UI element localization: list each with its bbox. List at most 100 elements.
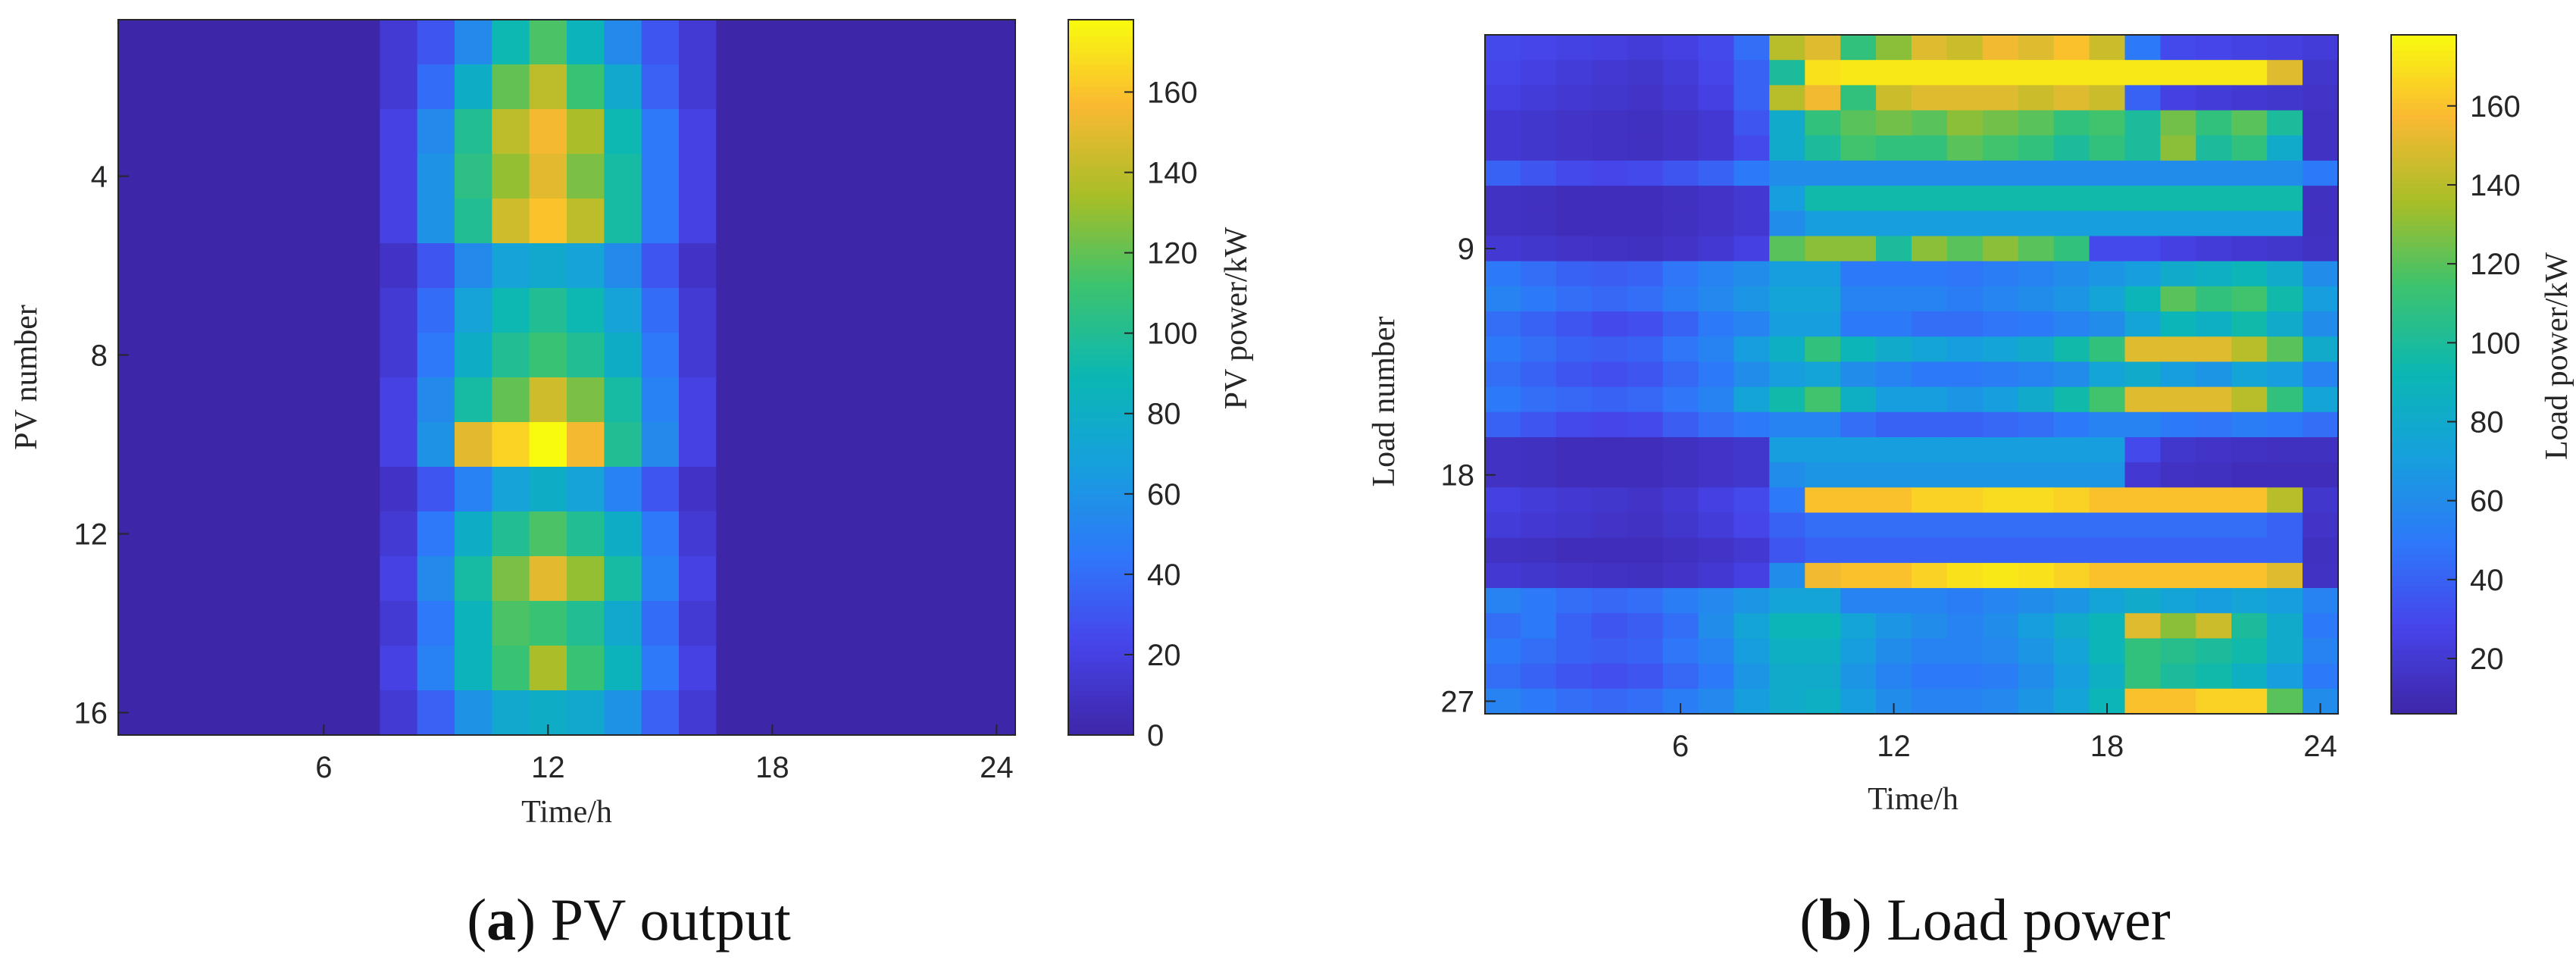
load-colorbar-band [2391,687,2456,693]
pv-cell-r5-h17 [716,199,755,244]
pv-cell-r7-h11 [492,288,530,333]
load-cell-r24-h6 [1662,613,1699,640]
pv-colorbar-tick-label: 80 [1147,398,1181,431]
load-colorbar-band [2391,327,2456,333]
load-cell-r22-h22 [2231,562,2268,589]
pv-cell-r9-h6 [305,377,343,423]
load-cell-r12-h1 [1485,311,1521,337]
load-cell-r5-h13 [1912,135,1948,161]
pv-colorbar-band [1068,288,1133,294]
load-cell-r1-h10 [1805,35,1841,61]
pv-cell-r3-h2 [155,109,194,155]
load-colorbar-band [2391,221,2456,227]
load-cell-r17-h24 [2302,436,2339,463]
load-cell-r18-h12 [1876,462,1912,488]
pv-cell-r9-h7 [342,377,380,423]
load-cell-r25-h24 [2302,638,2339,665]
pv-cell-r6-h6 [305,243,343,289]
load-cell-r1-h23 [2267,35,2303,61]
load-cell-r8-h6 [1662,211,1699,237]
load-cell-r4-h10 [1805,110,1841,136]
load-cell-r11-h22 [2231,286,2268,312]
pv-colorbar-band [1068,533,1133,540]
load-colorbar-band [2391,491,2456,497]
pv-cell-r7-h13 [567,288,605,333]
pv-cell-r14-h22 [903,601,941,646]
load-cell-r5-h19 [2124,135,2162,161]
load-cell-r7-h15 [1982,186,2019,211]
load-cell-r6-h10 [1805,160,1841,186]
load-cell-r4-h9 [1769,110,1805,136]
load-cell-r27-h22 [2231,688,2268,715]
load-cell-r22-h3 [1555,562,1593,589]
load-cell-r1-h12 [1876,35,1912,61]
load-cell-r8-h18 [2089,211,2126,237]
pv-colorbar-band [1068,20,1133,26]
pv-cell-r11-h11 [492,467,530,512]
load-cell-r18-h22 [2231,462,2268,488]
load-colorbar-band [2391,45,2456,52]
load-cell-r17-h9 [1769,436,1805,463]
load-cell-r20-h5 [1627,512,1664,539]
pv-cell-r5-h1 [118,199,156,244]
load-cell-r2-h8 [1733,60,1770,86]
load-colorbar-band [2391,682,2456,688]
pv-colorbar-band [1068,154,1133,160]
load-colorbar-band [2391,369,2456,375]
load-cell-r11-h6 [1662,286,1699,312]
load-cell-r2-h20 [2160,60,2196,86]
load-cell-r6-h20 [2160,160,2196,186]
load-colorbar-band [2391,401,2456,407]
load-colorbar-band [2391,231,2456,237]
load-cell-r18-h18 [2089,462,2126,488]
load-cell-r16-h24 [2302,411,2339,438]
pv-colorbar-band [1068,611,1133,618]
load-cell-r21-h3 [1555,537,1593,564]
load-cell-r15-h12 [1876,386,1912,413]
load-cell-r4-h13 [1912,110,1948,136]
load-colorbar-band [2391,671,2456,677]
load-cell-r18-h11 [1840,462,1877,488]
pv-colorbar-band [1068,327,1133,333]
pv-colorbar-band [1068,467,1133,473]
load-cell-r4-h14 [1946,110,1984,136]
load-cell-r4-h7 [1698,110,1735,136]
load-cell-r13-h8 [1733,336,1770,363]
pv-cell-r14-h23 [940,601,979,646]
pv-colorbar-band [1068,315,1133,322]
pv-cell-r10-h4 [230,422,268,468]
pv-cell-r4-h13 [567,154,605,199]
load-colorbar-band [2391,226,2456,232]
load-cell-r26-h11 [1840,663,1877,690]
load-cell-r17-h19 [2124,436,2162,463]
pv-cell-r12-h14 [604,511,642,557]
load-colorbar-band [2391,130,2456,136]
load-colorbar-band [2391,146,2456,152]
pv-cell-r4-h4 [230,154,268,199]
pv-cell-r1-h16 [679,20,717,65]
load-cell-r18-h10 [1805,462,1841,488]
load-colorbar-band [2391,342,2456,349]
pv-colorbar-band [1068,684,1133,691]
load-cell-r3-h22 [2231,85,2268,111]
pv-y-ticks: 4 8 12 16 [74,161,129,730]
load-cell-r16-h19 [2124,411,2162,438]
pv-cell-r9-h3 [192,377,231,423]
load-cell-r16-h6 [1662,411,1699,438]
load-colorbar-band [2391,83,2456,89]
pv-cell-r7-h14 [604,288,642,333]
load-cell-r19-h17 [2053,487,2090,514]
load-colorbar-band [2391,258,2456,264]
load-cell-r9-h8 [1733,236,1770,262]
load-cell-r2-h23 [2267,60,2303,86]
load-cell-r8-h10 [1805,211,1841,237]
load-cell-r15-h1 [1485,386,1521,413]
pv-colorbar-band [1068,377,1133,383]
load-colorbar-band [2391,454,2456,460]
load-cell-r27-h9 [1769,688,1805,715]
load-colorbar-band [2391,396,2456,402]
pv-cell-r16-h11 [492,690,530,736]
pv-cell-r1-h13 [567,20,605,65]
load-cell-r16-h18 [2089,411,2126,438]
pv-y-tick-label: 4 [91,161,108,194]
